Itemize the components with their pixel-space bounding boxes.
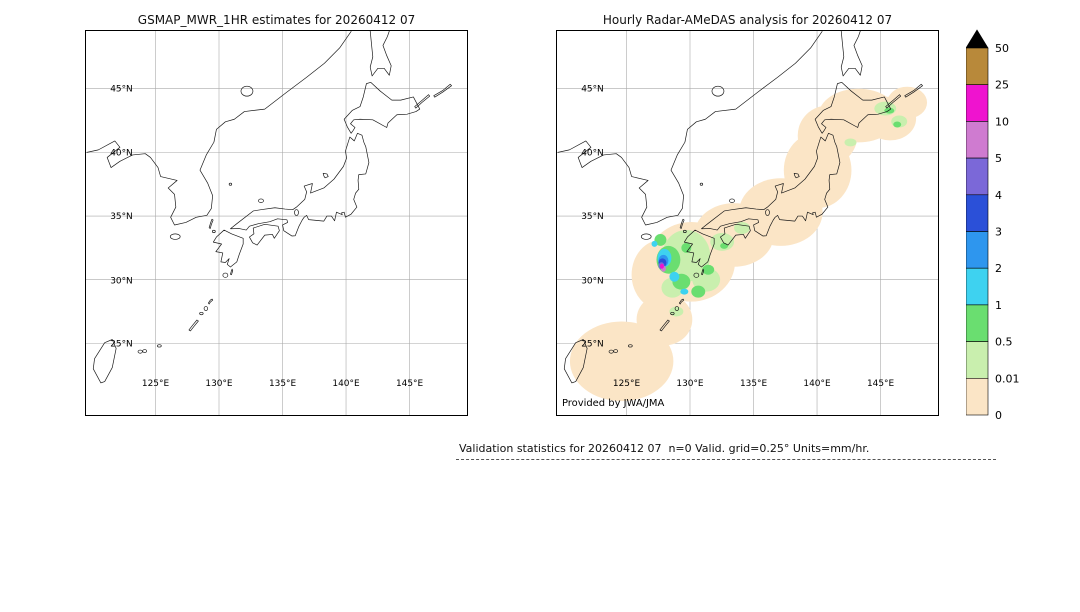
colorbar-block <box>965 341 989 379</box>
lon-tick-label: 130°E <box>676 379 704 389</box>
colorbar-block <box>965 304 989 342</box>
left-map-title: GSMAP_MWR_1HR estimates for 20260412 07 <box>137 13 416 27</box>
lon-tick-label: 145°E <box>396 379 424 389</box>
lat-tick-label: 45°N <box>581 85 604 95</box>
gsmap-map-panel: 45°N 40°N 35°N 30°N 25°N 125°E 130°E 135… <box>85 30 468 416</box>
overflow-triangle-icon <box>965 29 989 49</box>
lat-tick-label: 30°N <box>110 277 133 287</box>
lat-tick-label: 25°N <box>581 339 604 349</box>
colorbar-block <box>965 377 989 416</box>
lat-tick-label: 25°N <box>110 339 133 349</box>
colorbar-tick-labels: 50 25 10 5 4 3 2 1 0.5 0.01 0 <box>995 42 1020 422</box>
colorbar-tick-label: 5 <box>995 152 1002 165</box>
dashed-divider <box>456 459 996 460</box>
lon-tick-label: 145°E <box>867 379 895 389</box>
graticule <box>86 31 467 415</box>
right-map-title: Hourly Radar-AMeDAS analysis for 2026041… <box>602 13 893 27</box>
lat-tick-labels: 45°N 40°N 35°N 30°N 25°N <box>581 85 604 350</box>
colorbar-tick-label: 25 <box>995 79 1009 92</box>
lat-tick-label: 40°N <box>581 148 604 158</box>
colorbar-tick-label: 0.01 <box>995 372 1020 385</box>
lat-tick-label: 40°N <box>110 148 133 158</box>
lon-tick-label: 125°E <box>142 379 170 389</box>
lat-tick-label: 30°N <box>581 277 604 287</box>
colorbar-blocks <box>965 47 989 416</box>
lat-tick-label: 35°N <box>110 212 133 222</box>
colorbar-block <box>965 121 989 159</box>
data-provider-credit: Provided by JWA/JMA <box>562 398 665 409</box>
japan-coastline <box>86 31 452 384</box>
colorbar-block <box>965 47 989 86</box>
lon-tick-label: 140°E <box>332 379 360 389</box>
lon-tick-label: 125°E <box>613 379 641 389</box>
lon-tick-labels: 125°E 130°E 135°E 140°E 145°E <box>613 379 895 389</box>
colorbar-tick-label: 10 <box>995 115 1009 128</box>
colorbar-tick-label: 4 <box>995 189 1002 202</box>
validation-caption: Validation statistics for 20260412 07 n=… <box>459 442 870 455</box>
lon-tick-label: 135°E <box>740 379 768 389</box>
colorbar-block <box>965 231 989 269</box>
lon-tick-label: 130°E <box>205 379 233 389</box>
lon-tick-label: 135°E <box>269 379 297 389</box>
colorbar: 50 25 10 5 4 3 2 1 0.5 0.01 0 <box>965 28 1036 430</box>
colorbar-block <box>965 194 989 232</box>
precipitation-overlay <box>569 86 928 402</box>
colorbar-tick-label: 50 <box>995 42 1009 55</box>
radar-amedas-map-panel: 45°N 40°N 35°N 30°N 25°N 125°E 130°E 135… <box>556 30 939 416</box>
lat-tick-labels: 45°N 40°N 35°N 30°N 25°N <box>110 85 133 350</box>
lon-tick-label: 140°E <box>803 379 831 389</box>
lat-tick-label: 35°N <box>581 212 604 222</box>
lon-tick-labels: 125°E 130°E 135°E 140°E 145°E <box>142 379 424 389</box>
colorbar-block <box>965 157 989 196</box>
lat-tick-label: 45°N <box>110 85 133 95</box>
colorbar-tick-label: 1 <box>995 299 1002 312</box>
colorbar-tick-label: 0.5 <box>995 336 1013 349</box>
colorbar-tick-label: 3 <box>995 226 1002 239</box>
colorbar-block <box>965 84 989 122</box>
colorbar-tick-label: 0 <box>995 409 1002 422</box>
precip-level-0.01-0.5 <box>569 86 928 402</box>
precip-level-25-50 <box>659 263 664 269</box>
colorbar-tick-label: 2 <box>995 262 1002 275</box>
colorbar-block <box>965 267 989 306</box>
